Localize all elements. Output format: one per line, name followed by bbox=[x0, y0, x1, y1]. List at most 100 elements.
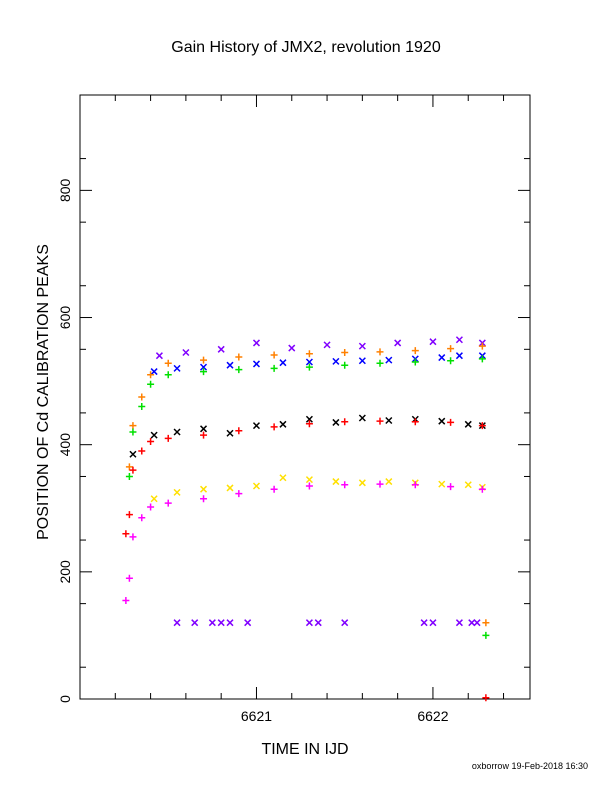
series-10 bbox=[482, 631, 490, 639]
data-point bbox=[438, 417, 446, 425]
data-point bbox=[411, 347, 419, 355]
data-point bbox=[411, 358, 419, 366]
chart-title: Gain History of JMX2, revolution 1920 bbox=[171, 39, 441, 56]
data-point bbox=[376, 359, 384, 367]
series-11 bbox=[482, 694, 490, 702]
data-point bbox=[164, 434, 172, 442]
data-point bbox=[305, 358, 313, 366]
data-point bbox=[411, 418, 419, 426]
data-point bbox=[252, 339, 261, 347]
data-point bbox=[305, 476, 313, 484]
data-point bbox=[305, 619, 313, 627]
data-point bbox=[358, 342, 366, 350]
series-4 bbox=[125, 342, 486, 471]
data-point bbox=[147, 371, 155, 379]
series-9 bbox=[482, 619, 490, 627]
data-point bbox=[138, 447, 146, 455]
data-point bbox=[332, 357, 340, 365]
series-6 bbox=[122, 417, 486, 538]
data-point bbox=[129, 450, 137, 458]
data-point bbox=[147, 438, 155, 446]
data-point bbox=[305, 420, 313, 428]
data-point bbox=[173, 364, 181, 372]
data-point bbox=[244, 619, 252, 627]
y-tick-label: 800 bbox=[57, 178, 73, 202]
data-point bbox=[376, 417, 384, 425]
data-point bbox=[129, 533, 137, 541]
data-point bbox=[150, 495, 158, 503]
data-point bbox=[199, 363, 208, 371]
data-point bbox=[455, 336, 463, 344]
data-point bbox=[270, 423, 278, 431]
data-point bbox=[208, 619, 216, 627]
data-point bbox=[235, 353, 243, 361]
data-point bbox=[226, 361, 234, 369]
data-point bbox=[279, 420, 287, 428]
data-point bbox=[235, 490, 243, 498]
data-point bbox=[138, 393, 146, 401]
data-point bbox=[323, 341, 331, 349]
x-axis-label: TIME IN IJD bbox=[261, 741, 348, 758]
data-point bbox=[138, 514, 146, 522]
data-point bbox=[438, 480, 446, 488]
data-point bbox=[376, 348, 384, 356]
data-point bbox=[341, 361, 349, 369]
data-point bbox=[182, 348, 190, 357]
data-point bbox=[385, 356, 393, 364]
series-1 bbox=[155, 336, 486, 360]
axis-ticks: 6621 6622 0 200 400 600 800 bbox=[57, 95, 530, 724]
data-point bbox=[164, 371, 172, 379]
data-point bbox=[447, 418, 455, 426]
data-point bbox=[164, 359, 172, 367]
data-point bbox=[138, 403, 146, 411]
data-point bbox=[305, 350, 313, 358]
data-point bbox=[429, 338, 437, 346]
data-point bbox=[150, 431, 158, 439]
data-point bbox=[314, 619, 322, 627]
data-point bbox=[173, 428, 181, 436]
data-point bbox=[438, 354, 446, 362]
data-point bbox=[455, 352, 463, 360]
data-point bbox=[332, 418, 340, 426]
data-point bbox=[473, 619, 481, 627]
data-point bbox=[270, 485, 278, 493]
data-point bbox=[199, 425, 208, 433]
data-point bbox=[147, 503, 155, 511]
data-point bbox=[394, 339, 402, 347]
data-point bbox=[125, 472, 133, 480]
data-point bbox=[200, 368, 208, 376]
data-point bbox=[341, 481, 349, 489]
data-point bbox=[305, 482, 313, 490]
data-point bbox=[455, 619, 463, 627]
data-point bbox=[420, 619, 428, 627]
y-tick-label: 600 bbox=[57, 306, 73, 330]
data-point bbox=[191, 619, 199, 627]
data-point bbox=[270, 364, 278, 372]
data-point bbox=[341, 348, 349, 356]
data-point bbox=[482, 694, 490, 702]
data-point bbox=[270, 351, 278, 359]
data-point bbox=[217, 345, 225, 353]
data-point bbox=[332, 478, 340, 486]
data-point bbox=[122, 530, 130, 538]
data-point bbox=[482, 631, 490, 639]
y-axis-label: POSITION OF Cd CALIBRATION PEAKS bbox=[35, 244, 52, 540]
data-point bbox=[464, 481, 472, 489]
x-tick-label: 6621 bbox=[241, 708, 272, 724]
data-point bbox=[305, 415, 313, 423]
data-point bbox=[200, 431, 208, 439]
data-point bbox=[125, 463, 133, 471]
y-tick-label: 200 bbox=[57, 560, 73, 584]
data-point bbox=[226, 429, 234, 437]
data-point bbox=[385, 416, 393, 425]
data-point bbox=[200, 495, 208, 503]
data-point bbox=[341, 619, 349, 627]
data-point bbox=[173, 619, 181, 627]
series-7 bbox=[122, 480, 486, 604]
x-tick-label: 6622 bbox=[417, 708, 448, 724]
data-point bbox=[482, 619, 490, 627]
y-tick-label: 0 bbox=[57, 695, 73, 703]
plot-frame bbox=[79, 94, 531, 700]
data-point bbox=[376, 480, 384, 488]
